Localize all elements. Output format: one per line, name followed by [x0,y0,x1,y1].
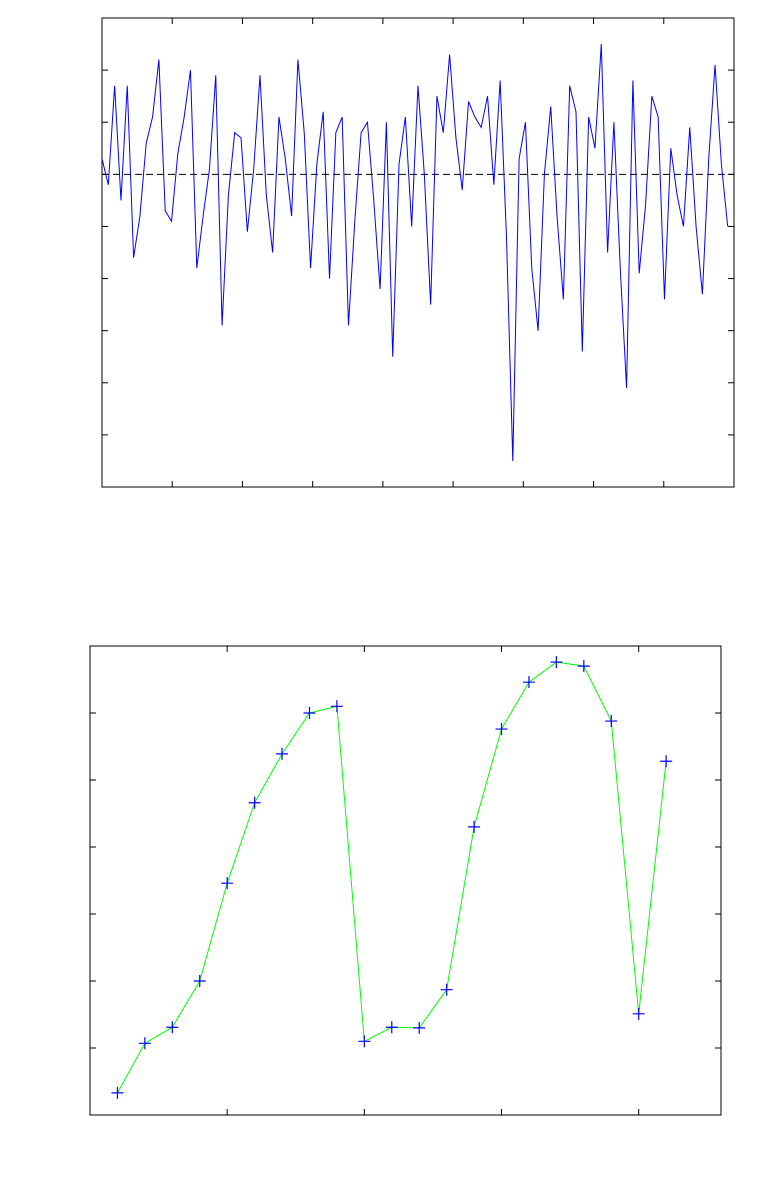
point-marker [605,715,618,728]
plot-frame [89,645,722,1116]
point-marker [413,1021,426,1034]
point-marker [193,975,206,987]
point-marker [522,676,535,689]
point-marker [248,796,261,809]
point-marker [330,700,343,713]
point-marker [550,656,563,669]
point-marker [468,820,481,833]
data-line [101,44,729,461]
point-marker [221,877,234,890]
point-marker [440,983,453,996]
point-marker [358,1035,371,1048]
point-marker [632,1007,645,1020]
point-marker [276,747,289,760]
point-marker [385,1021,398,1034]
point-marker [495,723,508,736]
point-marker [660,755,673,768]
point-marker [577,660,590,673]
point-marker [111,1086,124,1099]
point-marker [303,707,316,719]
point-marker [166,1021,179,1034]
point-marker [138,1037,151,1050]
